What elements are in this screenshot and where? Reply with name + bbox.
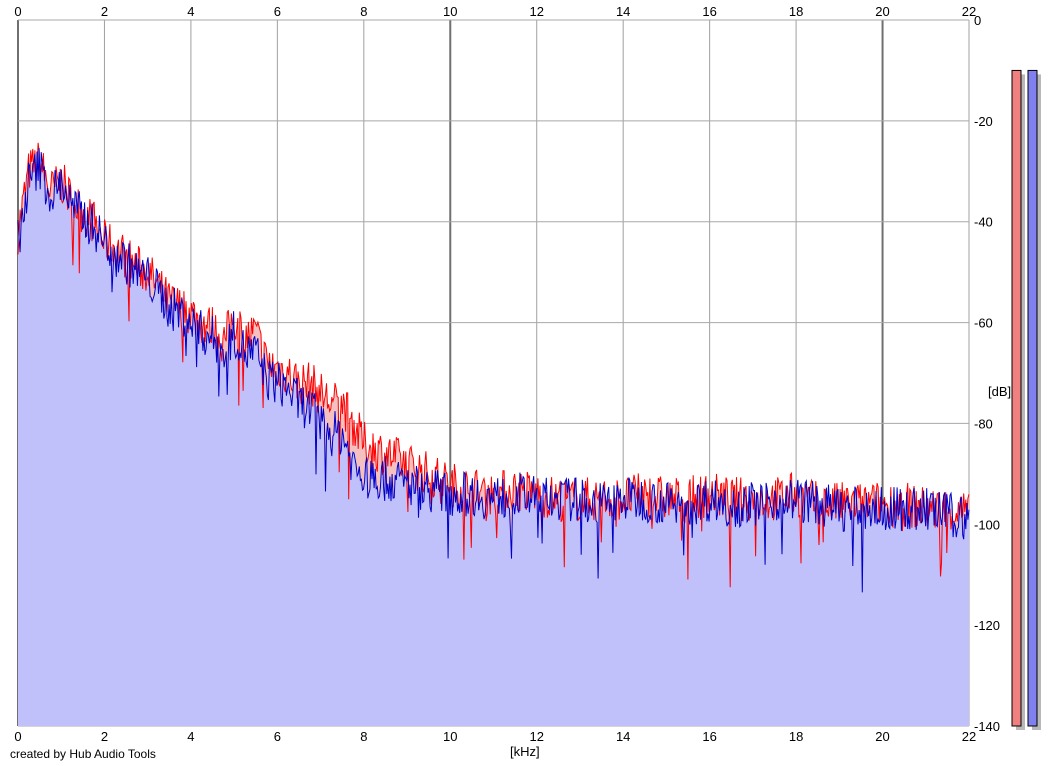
spectrum-lines <box>17 142 970 593</box>
spectrum-line-red <box>17 142 970 588</box>
y-tick-label: -80 <box>974 416 993 431</box>
x-tick-label-top: 6 <box>274 4 281 19</box>
spectrum-areas <box>18 142 969 727</box>
x-tick-label-top: 18 <box>789 4 803 19</box>
x-tick-label-bottom: 10 <box>443 729 457 744</box>
spectrum-area-blue <box>18 148 969 726</box>
x-tick-label-bottom: 18 <box>789 729 803 744</box>
x-tick-label-top: 2 <box>101 4 108 19</box>
level-meters <box>1011 69 1041 730</box>
x-tick-label-bottom: 2 <box>101 729 108 744</box>
x-tick-label-bottom: 22 <box>962 729 976 744</box>
x-tick-label-bottom: 6 <box>274 729 281 744</box>
x-tick-label-top: 16 <box>702 4 716 19</box>
level-meter-bar <box>1011 69 1022 727</box>
y-tick-label: 0 <box>974 13 981 28</box>
y-axis-ticks: 0 -20 -40 -60 -80 -100 -120 -140 <box>974 13 1000 734</box>
y-tick-label: -120 <box>974 618 1000 633</box>
x-tick-label-top: 20 <box>875 4 889 19</box>
y-tick-label: -20 <box>974 114 993 129</box>
x-tick-label-bottom: 14 <box>616 729 630 744</box>
x-axis-unit-label: [kHz] <box>510 744 540 759</box>
y-tick-label: -40 <box>974 215 993 230</box>
x-tick-label-bottom: 4 <box>187 729 194 744</box>
x-tick-label-top: 14 <box>616 4 630 19</box>
x-tick-label-bottom: 12 <box>529 729 543 744</box>
x-tick-label-top: 0 <box>14 4 21 19</box>
x-tick-label-bottom: 20 <box>875 729 889 744</box>
spectrum-line-blue <box>17 148 970 593</box>
y-tick-label: -60 <box>974 316 993 331</box>
x-tick-label-bottom: 0 <box>14 729 21 744</box>
x-axis-top-ticks: 0 2 4 6 8 10 12 14 16 18 20 22 <box>14 4 976 19</box>
x-tick-label-top: 12 <box>529 4 543 19</box>
y-axis-unit-label: [dB] <box>988 384 1011 399</box>
x-tick-label-top: 4 <box>187 4 194 19</box>
x-tick-label-bottom: 8 <box>360 729 367 744</box>
credit-text: created by Hub Audio Tools <box>10 747 156 761</box>
y-tick-label: -140 <box>974 719 1000 734</box>
level-meter-bar <box>1027 69 1038 727</box>
x-tick-label-top: 10 <box>443 4 457 19</box>
y-tick-label: -100 <box>974 517 1000 532</box>
x-tick-label-bottom: 16 <box>702 729 716 744</box>
x-tick-label-top: 8 <box>360 4 367 19</box>
x-axis-bottom-ticks: 0 2 4 6 8 10 12 14 16 18 20 22 <box>14 729 976 744</box>
x-tick-label-top: 22 <box>962 4 976 19</box>
